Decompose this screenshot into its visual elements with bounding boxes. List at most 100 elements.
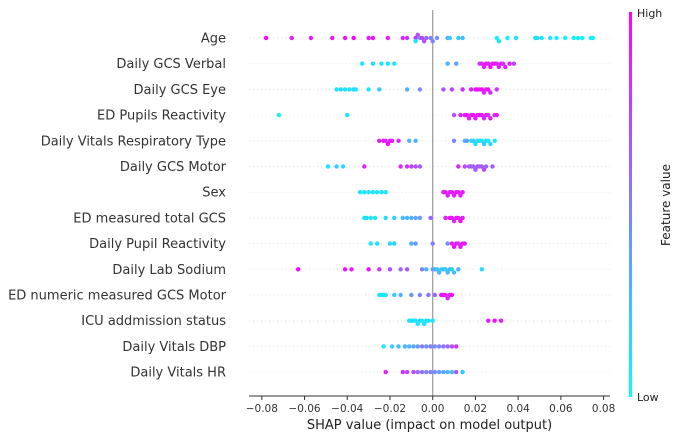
colorbar-low-label: Low bbox=[637, 391, 659, 404]
x-tick-label: 0.02 bbox=[464, 403, 487, 415]
shap-point bbox=[488, 90, 493, 95]
shap-point bbox=[398, 292, 403, 298]
shap-point bbox=[407, 344, 412, 349]
shap-point bbox=[404, 215, 410, 221]
shap-point bbox=[370, 190, 376, 195]
shap-point bbox=[451, 193, 457, 198]
shap-point bbox=[449, 87, 455, 92]
shap-point bbox=[462, 164, 467, 169]
feature-label: Daily GCS Verbal bbox=[116, 57, 226, 72]
shap-point bbox=[424, 35, 429, 41]
shap-point bbox=[415, 344, 420, 349]
shap-point bbox=[424, 369, 429, 375]
shap-point bbox=[430, 241, 435, 246]
shap-point bbox=[419, 318, 425, 323]
shap-point bbox=[383, 215, 388, 221]
shap-point bbox=[351, 35, 356, 41]
shap-point bbox=[449, 241, 455, 246]
shap-point bbox=[456, 215, 461, 221]
shap-point bbox=[411, 369, 416, 375]
shap-point bbox=[456, 267, 461, 272]
shap-point bbox=[409, 164, 414, 169]
shap-point bbox=[445, 270, 450, 275]
feature-label: Daily Vitals HR bbox=[130, 366, 226, 381]
shap-point bbox=[374, 190, 380, 195]
shap-point bbox=[471, 164, 476, 169]
shap-point bbox=[436, 369, 442, 375]
shap-point bbox=[381, 344, 386, 349]
shap-point bbox=[456, 241, 461, 246]
shap-point bbox=[426, 292, 431, 298]
shap-point bbox=[409, 292, 414, 298]
shap-point bbox=[404, 369, 410, 375]
feature-label: Daily Lab Sodium bbox=[112, 263, 226, 278]
shap-point bbox=[404, 267, 410, 272]
shap-point bbox=[460, 215, 465, 221]
shap-point bbox=[445, 61, 450, 66]
colorbar-high-label: High bbox=[637, 7, 662, 20]
x-tick-label: 0.04 bbox=[506, 403, 530, 415]
shap-point bbox=[451, 270, 457, 275]
shap-point bbox=[413, 138, 418, 143]
shap-point bbox=[419, 369, 425, 375]
shap-point bbox=[342, 87, 348, 92]
shap-point bbox=[481, 90, 487, 95]
shap-point bbox=[492, 138, 497, 143]
shap-point bbox=[436, 344, 442, 349]
shap-point bbox=[342, 35, 348, 41]
feature-label: Daily Vitals Respiratory Type bbox=[41, 134, 226, 149]
shap-point bbox=[449, 344, 455, 349]
shap-point bbox=[496, 39, 502, 44]
shap-point bbox=[428, 215, 433, 221]
shap-point bbox=[387, 267, 393, 272]
shap-point bbox=[481, 141, 487, 147]
feature-labels: Age Daily GCS Verbal Daily GCS Eye ED Pupil… bbox=[8, 32, 227, 381]
shap-point bbox=[421, 39, 427, 44]
shap-point bbox=[500, 61, 506, 66]
shap-point bbox=[426, 318, 431, 323]
shap-point bbox=[449, 267, 455, 272]
shap-point bbox=[396, 138, 401, 143]
shap-point bbox=[415, 369, 420, 375]
shap-point bbox=[460, 35, 465, 41]
shap-point bbox=[377, 87, 382, 92]
shap-point bbox=[415, 321, 420, 327]
shap-point bbox=[398, 267, 403, 272]
shap-point bbox=[494, 87, 499, 92]
shap-point bbox=[411, 344, 416, 349]
shap-point bbox=[443, 190, 448, 195]
shap-point bbox=[479, 87, 485, 92]
shap-point bbox=[424, 267, 429, 272]
shap-point bbox=[466, 116, 472, 121]
shap-point bbox=[488, 116, 493, 121]
shap-point bbox=[443, 267, 448, 272]
shap-point bbox=[479, 267, 485, 272]
shap-point bbox=[308, 35, 314, 41]
shap-point bbox=[428, 344, 433, 349]
shap-point bbox=[456, 35, 461, 41]
shap-point bbox=[366, 35, 371, 41]
shap-point bbox=[441, 369, 446, 375]
shap-point bbox=[387, 241, 393, 246]
shap-point bbox=[417, 87, 423, 92]
shap-point bbox=[342, 267, 348, 272]
x-axis-title: SHAP value (impact on model output) bbox=[307, 418, 552, 433]
shap-point bbox=[389, 344, 395, 349]
x-tick-label: −0.06 bbox=[288, 403, 320, 415]
shap-point bbox=[460, 369, 465, 375]
shap-point bbox=[443, 215, 448, 221]
shap-point bbox=[436, 270, 442, 275]
shap-point bbox=[357, 190, 363, 195]
shap-point bbox=[451, 138, 457, 143]
shap-points bbox=[263, 32, 596, 375]
shap-point bbox=[432, 369, 438, 375]
x-tick-label: −0.02 bbox=[374, 403, 406, 415]
shap-point bbox=[364, 215, 369, 221]
shap-point bbox=[400, 35, 405, 41]
feature-label: Sex bbox=[202, 186, 226, 201]
shap-point bbox=[473, 141, 478, 147]
shap-point bbox=[492, 318, 497, 323]
shap-point bbox=[340, 164, 346, 169]
shap-point bbox=[454, 369, 459, 375]
